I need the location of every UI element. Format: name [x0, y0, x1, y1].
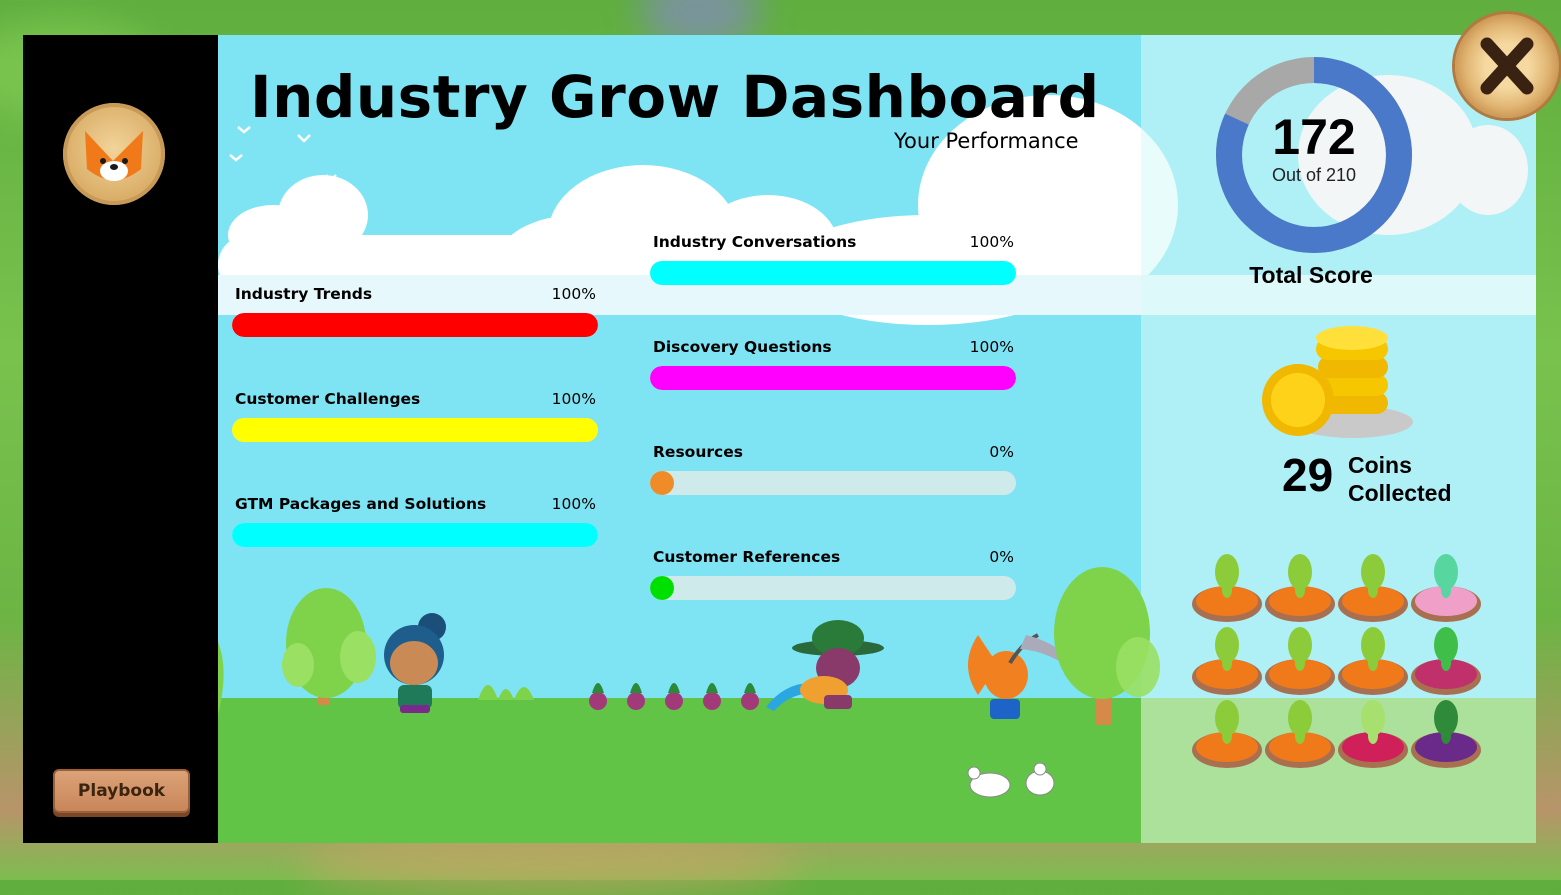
carrot-plot-icon	[1192, 700, 1262, 768]
dashboard-frame: Industry Grow Dashboard Your Performance…	[23, 35, 1536, 843]
farmer-girl-icon	[384, 613, 446, 713]
page-subtitle: Your Performance	[894, 129, 1079, 153]
coins-label: Collected	[1348, 480, 1452, 506]
radish-row-icon	[589, 683, 759, 710]
score-out-of: Out of 210	[1271, 165, 1357, 185]
tree-icon	[218, 642, 224, 715]
progress-start-dot	[650, 471, 674, 495]
progress-fill	[650, 366, 1016, 390]
progress-bar-label: Industry Conversations	[653, 233, 857, 251]
close-x-icon	[1480, 37, 1534, 95]
chicken-icon	[967, 762, 1055, 798]
progress-track	[650, 576, 1016, 600]
close-button[interactable]	[1455, 14, 1559, 118]
carrot-plot-icon	[1192, 554, 1262, 622]
farm-scene: Industry Grow Dashboard Your Performance…	[218, 35, 1536, 843]
progress-bar-percent: 100%	[551, 495, 596, 513]
crops-grid	[1190, 550, 1490, 780]
playbook-button[interactable]: Playbook	[53, 769, 190, 813]
farmer-watering-icon	[766, 620, 884, 711]
carrot-plot-icon	[1338, 554, 1408, 622]
tree-icon	[282, 588, 376, 705]
progress-bar-label: Industry Trends	[235, 285, 373, 303]
progress-fill	[232, 523, 598, 547]
total-score-gauge: 172 Out of 210	[1216, 57, 1412, 253]
progress-bar-percent: 0%	[989, 443, 1014, 461]
progress-bar-percent: 100%	[551, 285, 596, 303]
score-ring-progress	[1216, 57, 1412, 253]
coins-count: 29	[1282, 449, 1334, 501]
score-ring	[1216, 57, 1412, 253]
carrot-plot-icon	[1338, 627, 1408, 695]
progress-fill	[232, 313, 598, 337]
progress-track	[650, 366, 1016, 390]
gold-coins-icon	[1262, 326, 1413, 438]
progress-start-dot	[650, 576, 674, 600]
progress-track	[650, 261, 1016, 285]
carrot-plot-icon	[1265, 554, 1335, 622]
farm-decorations	[218, 126, 1160, 798]
carrot-plot-icon	[1265, 627, 1335, 695]
progress-fill	[650, 261, 1016, 285]
progress-bar-label: GTM Packages and Solutions	[235, 495, 487, 513]
progress-fill	[232, 418, 598, 442]
carrot-plot-icon	[1192, 627, 1262, 695]
progress-track	[232, 523, 598, 547]
progress-bar-percent: 100%	[551, 390, 596, 408]
fox-farmer-icon	[968, 633, 1080, 719]
progress-bar-percent: 100%	[969, 338, 1014, 356]
tree-icon	[1054, 567, 1160, 725]
progress-bar-percent: 0%	[989, 548, 1014, 566]
radish-plot-icon	[1411, 554, 1481, 622]
progress-bar-label: Customer References	[653, 548, 841, 566]
progress-bar-percent: 100%	[969, 233, 1014, 251]
progress-track	[650, 471, 1016, 495]
beet-plot-icon	[1338, 700, 1408, 768]
page-title: Industry Grow Dashboard	[250, 63, 1100, 131]
total-score-label: Total Score	[1249, 262, 1373, 288]
sprout-plot-icon	[1411, 627, 1481, 695]
progress-track	[232, 418, 598, 442]
progress-bar-label: Discovery Questions	[653, 338, 832, 356]
cloud	[1448, 125, 1528, 215]
bird-icon	[229, 126, 337, 182]
broccoli-plot-icon	[1411, 700, 1481, 768]
coins-label: Coins	[1348, 452, 1412, 478]
progress-bar-label: Customer Challenges	[235, 390, 421, 408]
avatar[interactable]	[63, 103, 165, 205]
grass-tuft-icon	[478, 685, 534, 700]
progress-bar-label: Resources	[653, 443, 743, 461]
progress-track	[232, 313, 598, 337]
crop-panel	[1141, 698, 1536, 843]
score-value: 172	[1272, 109, 1356, 165]
fox-face-icon	[85, 131, 143, 181]
sidebar: Playbook	[23, 35, 218, 843]
carrot-plot-icon	[1265, 700, 1335, 768]
